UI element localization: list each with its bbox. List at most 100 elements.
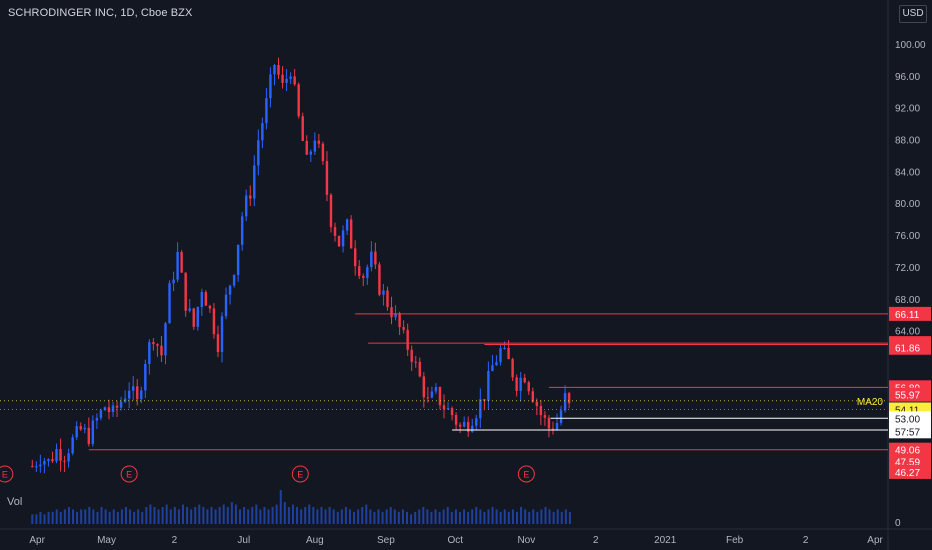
volume-bar xyxy=(251,507,254,524)
y-tick-label: 68.00 xyxy=(895,295,920,306)
candle-body xyxy=(511,359,514,378)
price-level-label: 53.00 xyxy=(895,414,920,425)
candle-body xyxy=(281,74,284,83)
candle-body xyxy=(495,362,498,366)
candle-body xyxy=(329,194,333,228)
candle-body xyxy=(156,344,159,346)
candle-body xyxy=(418,361,421,377)
candle-body xyxy=(249,195,252,199)
volume-bar xyxy=(239,509,242,524)
volume-bar xyxy=(454,509,457,524)
candle-body xyxy=(103,407,107,411)
volume-bar xyxy=(283,502,286,524)
x-tick-label: 2 xyxy=(593,535,599,546)
candle-body xyxy=(563,393,567,411)
y-tick-label: 80.00 xyxy=(895,199,920,210)
candle-body xyxy=(531,391,535,402)
volume-bar xyxy=(479,509,482,524)
candle-body xyxy=(35,466,38,468)
volume-bar xyxy=(316,509,319,524)
y-tick-label: 92.00 xyxy=(895,104,920,115)
volume-bar xyxy=(291,504,294,524)
candle-body xyxy=(297,84,300,117)
candle-body xyxy=(394,313,397,318)
volume-bar xyxy=(532,509,535,524)
candle-body xyxy=(515,377,518,391)
volume-bar xyxy=(475,507,478,524)
candle-body xyxy=(547,417,551,429)
candle-body xyxy=(491,365,494,372)
volume-bar xyxy=(112,509,115,524)
candle-body xyxy=(196,307,199,327)
volume-bar xyxy=(267,509,270,524)
price-level-badge xyxy=(889,454,931,469)
volume-bar xyxy=(548,509,551,524)
volume-bar xyxy=(218,507,221,524)
candle-body xyxy=(475,418,478,426)
candle-body xyxy=(390,307,393,318)
candle-body xyxy=(362,275,365,278)
price-level-label: 46.27 xyxy=(895,468,920,479)
candle-body xyxy=(71,437,74,454)
countdown-label: 57:57 xyxy=(895,427,920,438)
volume-bar xyxy=(100,507,103,524)
candle-body xyxy=(119,401,123,408)
volume-bar xyxy=(483,511,486,524)
candle-body xyxy=(551,428,555,430)
volume-bar xyxy=(72,509,75,524)
candle-body xyxy=(59,449,62,461)
candle-body xyxy=(366,267,369,278)
candle-body xyxy=(442,405,446,410)
volume-bar xyxy=(263,507,266,524)
currency-button[interactable]: USD xyxy=(899,5,927,23)
candle-body xyxy=(91,420,95,444)
volume-bar xyxy=(55,509,58,524)
volume-bar xyxy=(226,507,229,524)
candle-body xyxy=(176,251,179,280)
y-tick-label: 72.00 xyxy=(895,263,920,274)
candle-body xyxy=(43,461,46,465)
volume-bar xyxy=(296,507,299,524)
volume-bar xyxy=(222,504,225,524)
candle-body xyxy=(349,219,353,249)
candle-body xyxy=(559,410,563,424)
candle-body xyxy=(47,459,50,462)
candle-body xyxy=(212,308,216,335)
candle-body xyxy=(164,323,167,356)
price-level-label: 54.11 xyxy=(895,405,920,416)
volume-bar xyxy=(230,502,233,524)
candle-body xyxy=(374,251,377,265)
candle-body xyxy=(426,397,430,399)
candle-body xyxy=(333,227,337,236)
volume-bar xyxy=(116,511,119,524)
volume-bar xyxy=(418,509,421,524)
candle-body xyxy=(232,274,236,286)
volume-bar xyxy=(165,504,168,524)
candle-body xyxy=(430,391,434,398)
candle-body xyxy=(519,377,522,391)
candle-body xyxy=(265,98,268,124)
volume-bar xyxy=(471,509,474,524)
candle-body xyxy=(95,417,99,421)
candle-body xyxy=(313,140,317,152)
volume-bar xyxy=(320,507,323,524)
candle-body xyxy=(277,64,280,75)
volume-bar xyxy=(145,507,148,524)
volume-bar xyxy=(430,511,433,524)
candle-body xyxy=(168,283,171,324)
candle-body xyxy=(160,345,163,356)
candle-body xyxy=(67,453,70,462)
volume-bar xyxy=(198,504,201,524)
candle-body xyxy=(245,195,248,217)
volume-bar xyxy=(129,509,132,524)
volume-bar xyxy=(84,509,87,524)
candle-body xyxy=(402,327,405,330)
ma-label: MA20 xyxy=(857,397,884,408)
candle-body xyxy=(414,361,417,363)
x-tick-label: Jul xyxy=(237,535,250,546)
volume-bar xyxy=(458,511,461,524)
y-tick-label: 100.00 xyxy=(895,40,926,51)
volume-bar xyxy=(63,509,66,524)
volume-bar xyxy=(344,507,347,524)
